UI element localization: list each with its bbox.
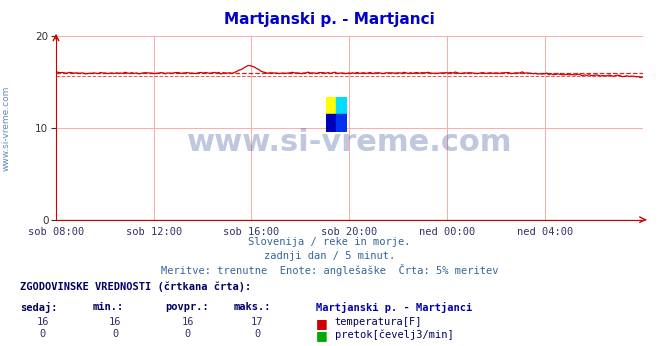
Text: Martjanski p. - Martjanci: Martjanski p. - Martjanci <box>224 12 435 27</box>
Text: ■: ■ <box>316 317 328 330</box>
Text: sob 16:00: sob 16:00 <box>223 227 279 237</box>
Text: zadnji dan / 5 minut.: zadnji dan / 5 minut. <box>264 251 395 261</box>
Text: ned 04:00: ned 04:00 <box>517 227 573 237</box>
Text: 17: 17 <box>251 317 263 327</box>
Bar <box>336 97 347 115</box>
Text: www.si-vreme.com: www.si-vreme.com <box>2 85 11 171</box>
Text: min.:: min.: <box>92 302 123 312</box>
Text: maks.:: maks.: <box>234 302 272 312</box>
Text: 0: 0 <box>254 329 260 339</box>
Text: www.si-vreme.com: www.si-vreme.com <box>186 128 512 157</box>
Bar <box>326 115 336 132</box>
Text: sob 12:00: sob 12:00 <box>126 227 182 237</box>
Text: ■: ■ <box>316 329 328 343</box>
Text: 0: 0 <box>185 329 191 339</box>
Text: Meritve: trenutne  Enote: anglešaške  Črta: 5% meritev: Meritve: trenutne Enote: anglešaške Črta… <box>161 264 498 276</box>
Text: 16: 16 <box>182 317 194 327</box>
Text: sedaj:: sedaj: <box>20 302 57 313</box>
Text: povpr.:: povpr.: <box>165 302 208 312</box>
Bar <box>336 115 347 132</box>
Text: ZGODOVINSKE VREDNOSTI (črtkana črta):: ZGODOVINSKE VREDNOSTI (črtkana črta): <box>20 282 251 292</box>
Text: pretok[čevelj3/min]: pretok[čevelj3/min] <box>335 329 453 340</box>
Text: 0: 0 <box>112 329 119 339</box>
Text: Slovenija / reke in morje.: Slovenija / reke in morje. <box>248 237 411 247</box>
Text: ned 00:00: ned 00:00 <box>419 227 475 237</box>
Bar <box>326 97 336 115</box>
Text: 16: 16 <box>109 317 121 327</box>
Text: Martjanski p. - Martjanci: Martjanski p. - Martjanci <box>316 302 473 313</box>
Text: 0: 0 <box>40 329 46 339</box>
Text: sob 20:00: sob 20:00 <box>321 227 378 237</box>
Text: temperatura[F]: temperatura[F] <box>335 317 422 327</box>
Text: 16: 16 <box>37 317 49 327</box>
Text: sob 08:00: sob 08:00 <box>28 227 84 237</box>
